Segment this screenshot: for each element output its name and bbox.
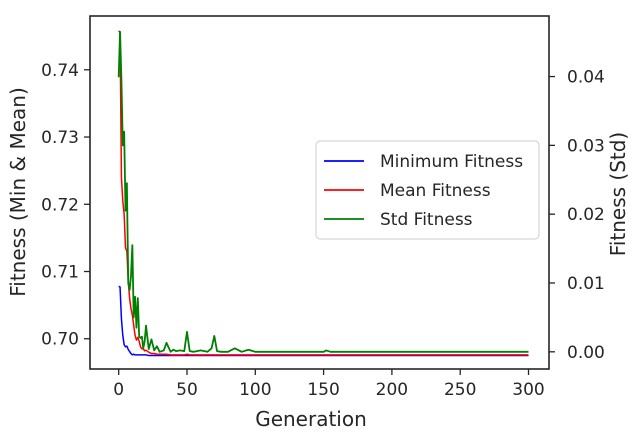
x-tick-label: 250 <box>444 380 476 400</box>
x-tick-label: 200 <box>376 380 408 400</box>
y-right-axis-ticks: 0.00 0.01 0.02 0.03 0.04 <box>549 68 605 363</box>
x-tick-label: 100 <box>239 380 271 400</box>
y-left-tick-label: 0.74 <box>41 61 79 81</box>
series-line-std-fitness <box>117 30 529 353</box>
y-right-tick-label: 0.01 <box>567 274 605 294</box>
legend: Minimum Fitness Mean Fitness Std Fitness <box>315 140 540 240</box>
y-right-tick-label: 0.03 <box>567 136 605 156</box>
y-right-tick-label: 0.04 <box>567 68 605 88</box>
y-right-axis-label: Fitness (Std) <box>606 132 630 256</box>
x-tick-label: 0 <box>113 380 124 400</box>
series-line-minimum-fitness <box>118 285 529 357</box>
y-left-tick-label: 0.70 <box>41 330 79 350</box>
series-line-mean-fitness <box>118 30 529 356</box>
legend-label-minimum: Minimum Fitness <box>380 152 523 172</box>
y-left-tick-label: 0.73 <box>41 128 79 148</box>
legend-label-std: Std Fitness <box>380 210 473 230</box>
y-left-tick-label: 0.72 <box>41 195 79 215</box>
x-tick-label: 300 <box>512 380 544 400</box>
legend-box <box>315 140 540 240</box>
x-tick-label: 150 <box>307 380 339 400</box>
x-axis-label: Generation <box>255 407 367 431</box>
y-right-tick-label: 0.00 <box>567 343 605 363</box>
series-layer <box>117 30 529 357</box>
x-tick-label: 50 <box>176 380 198 400</box>
y-left-axis-ticks: 0.70 0.71 0.72 0.73 0.74 <box>41 61 90 350</box>
y-left-tick-label: 0.71 <box>41 263 79 283</box>
x-axis-ticks: 0 50 100 150 200 250 300 <box>113 369 545 400</box>
plot-frame <box>89 15 550 370</box>
legend-label-mean: Mean Fitness <box>380 181 491 201</box>
y-right-tick-label: 0.02 <box>567 205 605 225</box>
y-left-axis-label: Fitness (Min & Mean) <box>6 87 30 297</box>
